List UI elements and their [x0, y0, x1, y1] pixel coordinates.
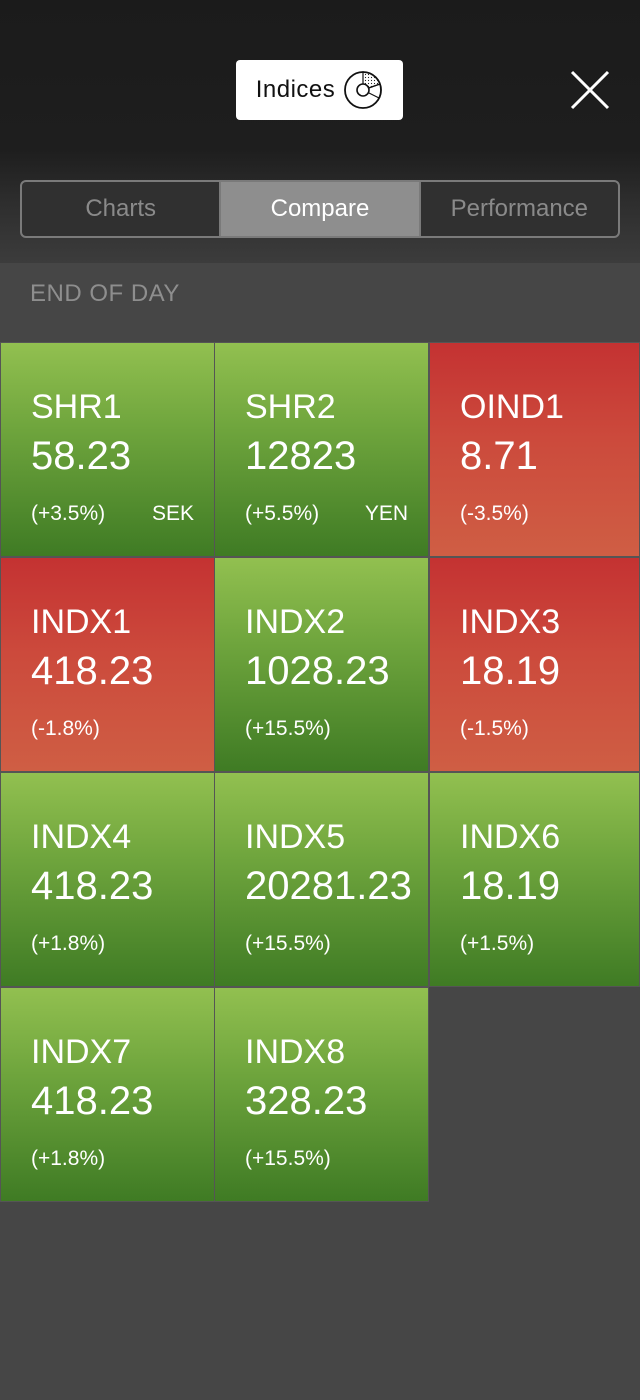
tile-change: (+15.5%) — [245, 717, 331, 740]
close-icon — [570, 70, 610, 110]
tile-value: 18.19 — [460, 649, 561, 693]
index-tile[interactable]: INDX4 418.23 (+1.8%) — [0, 772, 215, 987]
tile-change: (-1.8%) — [31, 717, 100, 740]
section-title: END OF DAY — [30, 280, 180, 307]
tile-value: 18.19 — [460, 864, 561, 908]
tile-name: INDX1 — [31, 603, 132, 641]
tile-currency: SEK — [151, 502, 194, 525]
index-tile[interactable]: SHR1 58.23 (+3.5%) SEK — [0, 342, 215, 557]
index-tile[interactable]: INDX6 18.19 (+1.5%) — [429, 772, 640, 987]
tile-value: 20281.23 — [245, 864, 412, 908]
page-title: Indices — [255, 76, 336, 103]
tile-value: 58.23 — [31, 434, 132, 478]
tile-value: 8.71 — [460, 434, 538, 478]
tile-value: 418.23 — [31, 864, 154, 908]
tile-change: (+5.5%) — [245, 502, 320, 525]
index-tile[interactable]: OIND1 8.71 (-3.5%) — [429, 342, 640, 557]
index-tile[interactable]: INDX3 18.19 (-1.5%) — [429, 557, 640, 772]
index-tile[interactable]: INDX5 20281.23 (+15.5%) — [214, 772, 429, 987]
pie-chart-icon — [344, 71, 383, 109]
tile-change: (+15.5%) — [245, 932, 331, 955]
tab-compare[interactable]: Compare — [219, 182, 419, 236]
tile-change: (+3.5%) — [31, 502, 106, 525]
tile-name: INDX6 — [460, 818, 561, 856]
tile-change: (+1.5%) — [460, 932, 535, 955]
index-tile[interactable]: INDX8 328.23 (+15.5%) — [214, 987, 429, 1202]
tile-name: SHR2 — [245, 388, 336, 426]
tile-change: (+15.5%) — [245, 1147, 331, 1170]
view-tabs: Charts Compare Performance — [20, 180, 620, 238]
tab-performance[interactable]: Performance — [418, 182, 618, 236]
close-button[interactable] — [568, 68, 612, 112]
indices-title-button[interactable]: Indices — [236, 60, 403, 120]
header: Indices Charts Compare Performance — [0, 0, 640, 263]
tile-currency: YEN — [364, 502, 408, 525]
index-tile[interactable]: INDX2 1028.23 (+15.5%) — [214, 557, 429, 772]
tile-value: 328.23 — [245, 1079, 368, 1123]
tile-value: 418.23 — [31, 649, 154, 693]
tile-name: OIND1 — [460, 388, 564, 426]
tile-name: INDX5 — [245, 818, 346, 856]
tile-name: INDX8 — [245, 1033, 346, 1071]
tile-change: (-3.5%) — [460, 502, 529, 525]
index-tile[interactable]: SHR2 12823 (+5.5%) YEN — [214, 342, 429, 557]
tile-value: 1028.23 — [245, 649, 390, 693]
tile-change: (+1.8%) — [31, 1147, 106, 1170]
tile-name: INDX7 — [31, 1033, 132, 1071]
tile-name: INDX4 — [31, 818, 132, 856]
tile-change: (-1.5%) — [460, 717, 529, 740]
tile-name: INDX2 — [245, 603, 346, 641]
tab-charts[interactable]: Charts — [85, 195, 156, 222]
tile-change: (+1.8%) — [31, 932, 106, 955]
tile-name: SHR1 — [31, 388, 122, 426]
tile-value: 418.23 — [31, 1079, 154, 1123]
tile-value: 12823 — [245, 434, 357, 478]
index-tile[interactable]: INDX1 418.23 (-1.8%) — [0, 557, 215, 772]
tile-name: INDX3 — [460, 603, 561, 641]
index-tile[interactable]: INDX7 418.23 (+1.8%) — [0, 987, 215, 1202]
